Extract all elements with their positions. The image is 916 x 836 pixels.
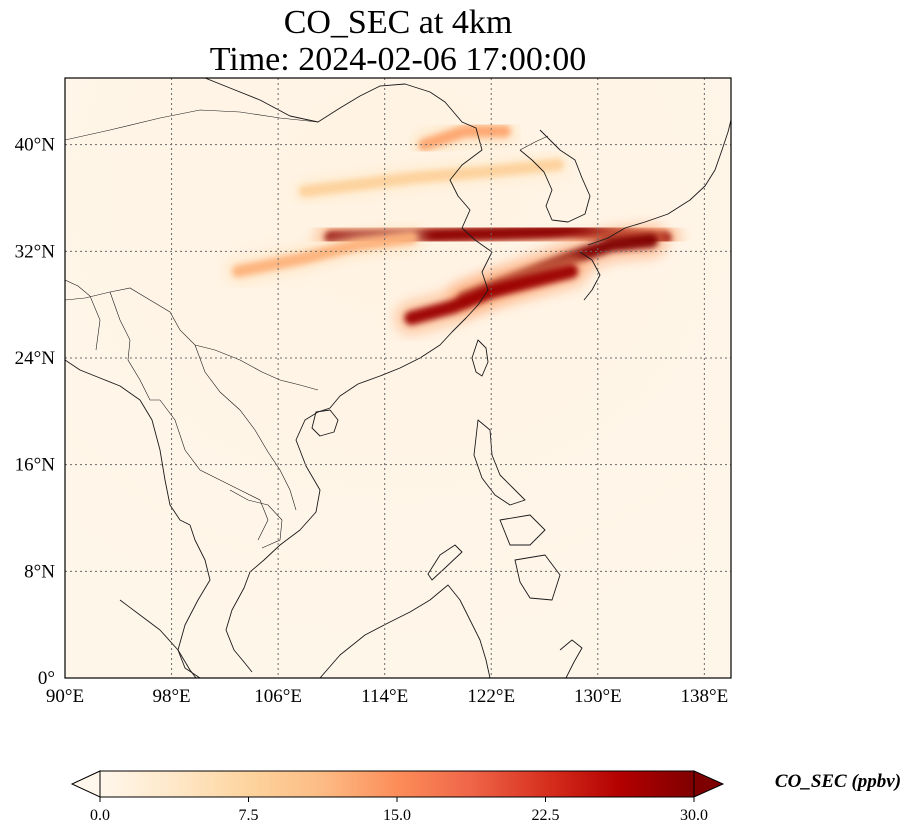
visayas-coastline	[499, 514, 546, 546]
map-frame	[64, 77, 732, 679]
y-tick-label: 32°N	[15, 241, 56, 262]
country-borders	[65, 109, 549, 549]
colorbar-extend-high	[693, 770, 725, 798]
japan-coastline	[587, 119, 731, 246]
mainland-coastline	[204, 78, 493, 673]
y-tick-label: 8°N	[24, 561, 55, 582]
sulawesi-coastline	[559, 639, 583, 678]
border-thailand	[159, 399, 269, 541]
x-tick-label: 122°E	[467, 686, 515, 707]
border-cambodia	[229, 489, 283, 549]
plume-east-china-sea-band	[404, 264, 579, 325]
x-tick-label: 98°E	[152, 686, 190, 707]
chart-subtitle: Time: 2024-02-06 17:00:00	[210, 41, 587, 78]
y-tick-label: 16°N	[15, 455, 56, 476]
hainan-coastline	[311, 409, 339, 437]
colorbar-tick-label: 7.5	[239, 807, 259, 824]
indochina-west-coast	[65, 359, 191, 526]
y-tick-label: 0°	[38, 668, 55, 689]
y-tick-label: 40°N	[15, 135, 56, 156]
colorbar-gradient	[99, 770, 695, 798]
x-tick-labels: 90°E 98°E 106°E 114°E 122°E 130°E 138°E	[46, 686, 728, 707]
border-northkorea	[519, 135, 549, 151]
chart-title: CO_SEC at 4km	[284, 4, 513, 41]
border-laos-vietnam	[194, 344, 297, 511]
colorbar-label: CO_SEC (ppbv)	[775, 771, 901, 792]
luzon-coastline	[473, 419, 526, 506]
x-tick-label: 138°E	[681, 686, 729, 707]
palawan-coastline	[427, 544, 463, 581]
malay-coastline	[177, 524, 211, 678]
kyushu-coastline	[579, 251, 601, 301]
colorbar-tick-label: 15.0	[383, 807, 411, 824]
colorbar-extend-low	[70, 770, 101, 798]
y-tick-labels: 0° 8°N 16°N 24°N 32°N 40°N	[15, 135, 56, 689]
plume-layer	[225, 118, 682, 335]
border-myanmar	[109, 291, 160, 401]
x-tick-label: 130°E	[574, 686, 622, 707]
colorbar-tick-label: 22.5	[532, 807, 560, 824]
x-tick-label: 114°E	[361, 686, 408, 707]
plume-northern-plume	[298, 158, 564, 198]
border-india	[65, 279, 101, 351]
gridlines	[65, 78, 731, 678]
y-tick-label: 24°N	[15, 348, 56, 369]
colorbar-tick-label: 30.0	[680, 807, 708, 824]
border-china-south	[65, 287, 319, 391]
sumatra-coastline	[119, 599, 197, 678]
border-mongolia	[65, 109, 319, 141]
colorbar-ticks: 0.0 7.5 15.0 22.5 30.0	[90, 797, 708, 824]
colorbar: 0.0 7.5 15.0 22.5 30.0 CO_SEC (ppbv)	[70, 770, 901, 824]
plume-bohai-plume	[418, 125, 511, 151]
x-tick-label: 90°E	[46, 686, 84, 707]
borneo-coastline	[319, 584, 491, 678]
map-area	[65, 78, 731, 678]
colorbar-tick-label: 0.0	[90, 807, 110, 824]
mindanao-coastline	[514, 554, 561, 601]
x-tick-label: 106°E	[254, 686, 302, 707]
korea-coastline	[519, 129, 591, 223]
